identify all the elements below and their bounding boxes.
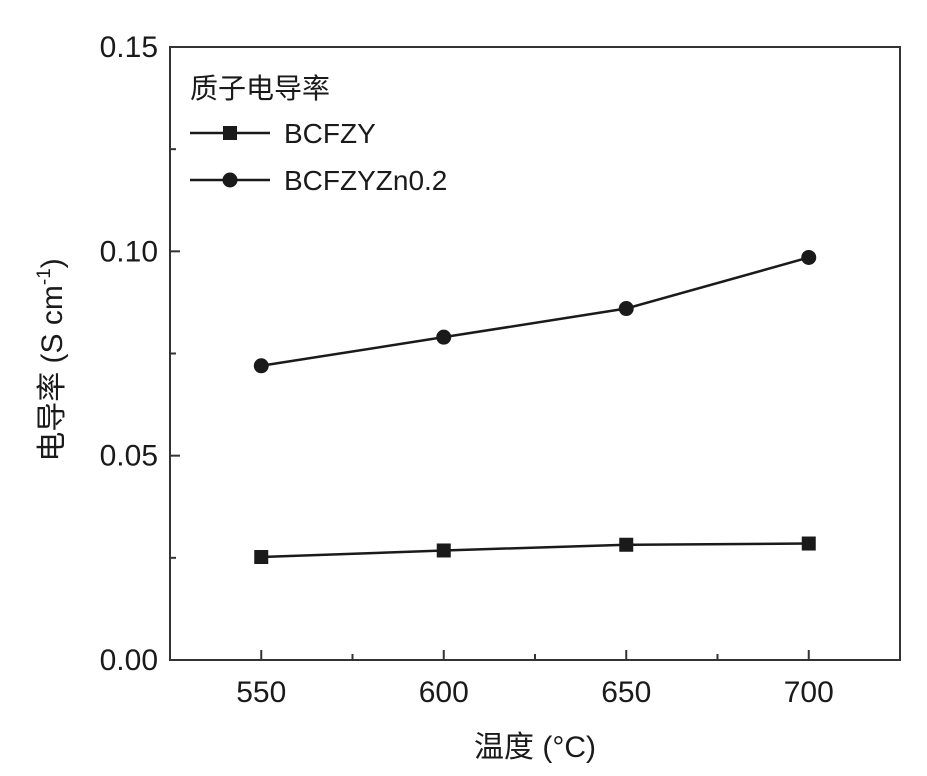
y-tick-label: 0.05 [100, 440, 158, 473]
legend-marker-circle [223, 173, 238, 188]
y-tick-label: 0.00 [100, 644, 158, 677]
y-tick-label: 0.15 [100, 31, 158, 64]
x-tick-label: 700 [784, 676, 834, 709]
series-layer [254, 250, 817, 564]
data-point-circle [801, 250, 816, 265]
legend-marker-square [223, 126, 237, 140]
x-tick-label: 550 [236, 676, 286, 709]
data-point-square [254, 550, 268, 564]
y-axis-title-sup: -1 [34, 268, 55, 285]
x-axis-title: 温度 (°C) [474, 731, 596, 764]
plot-frame [170, 47, 900, 660]
legend-item-bcfzyzn: BCFZYZn0.2 [190, 165, 447, 196]
y-axis-title-close: ) [36, 258, 69, 268]
data-point-square [802, 537, 816, 551]
x-tick-label: 650 [601, 676, 651, 709]
y-axis-title: 电导率 (S cm-1) [34, 258, 69, 462]
data-point-circle [254, 358, 269, 373]
legend-item-bcfzy: BCFZY [190, 118, 376, 149]
series-line-1 [261, 544, 809, 557]
data-point-square [619, 538, 633, 552]
legend: 质子电导率 BCFZY BCFZYZn0.2 [190, 73, 447, 196]
data-point-circle [436, 330, 451, 345]
x-tick-label: 600 [419, 676, 469, 709]
series-line-2 [261, 257, 809, 365]
legend-label-bcfzyzn: BCFZYZn0.2 [284, 165, 447, 196]
legend-label-bcfzy: BCFZY [284, 118, 376, 149]
axes [170, 47, 900, 660]
data-point-circle [619, 301, 634, 316]
data-point-square [437, 543, 451, 557]
legend-title: 质子电导率 [190, 73, 330, 104]
y-axis-title-main: 电导率 (S cm [36, 285, 69, 462]
y-tick-label: 0.10 [100, 235, 158, 268]
